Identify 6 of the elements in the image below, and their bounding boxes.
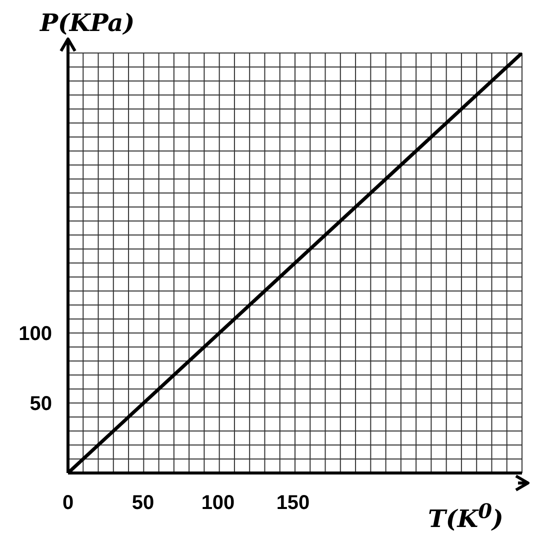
y-axis-title: P(KPa): [40, 8, 135, 38]
x-tick-label: 100: [201, 492, 235, 514]
x-axis-title: T(K$^{0}$): [428, 498, 504, 534]
x-tick-label: 50: [132, 492, 154, 514]
x-tick-label: 0: [62, 492, 74, 514]
x-tick-label: 150: [276, 492, 310, 514]
